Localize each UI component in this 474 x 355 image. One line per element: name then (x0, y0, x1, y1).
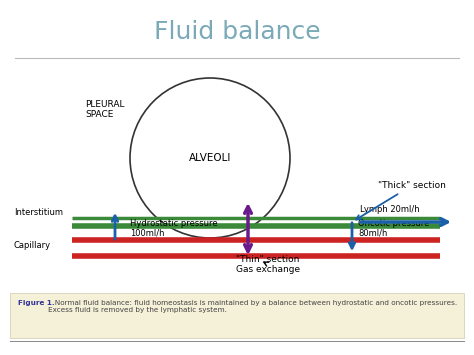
Text: PLEURAL
SPACE: PLEURAL SPACE (85, 100, 125, 119)
Text: "Thick" section: "Thick" section (356, 181, 446, 219)
Text: Fluid balance: Fluid balance (154, 20, 320, 44)
Text: Normal fluid balance: fluid homeostasis is maintained by a balance between hydro: Normal fluid balance: fluid homeostasis … (48, 300, 457, 313)
Text: Capillary: Capillary (14, 241, 51, 250)
Text: Interstitium: Interstitium (14, 208, 63, 217)
Text: Lymph 20ml/h: Lymph 20ml/h (360, 205, 419, 214)
Text: ALVEOLI: ALVEOLI (189, 153, 231, 163)
Text: Hydrostatic pressure
100ml/h: Hydrostatic pressure 100ml/h (130, 219, 218, 238)
FancyBboxPatch shape (10, 293, 464, 338)
Text: Figure 1.: Figure 1. (18, 300, 55, 306)
Text: Oncotic pressure
80ml/h: Oncotic pressure 80ml/h (358, 219, 429, 238)
Text: "Thin" section
Gas exchange: "Thin" section Gas exchange (236, 255, 300, 274)
